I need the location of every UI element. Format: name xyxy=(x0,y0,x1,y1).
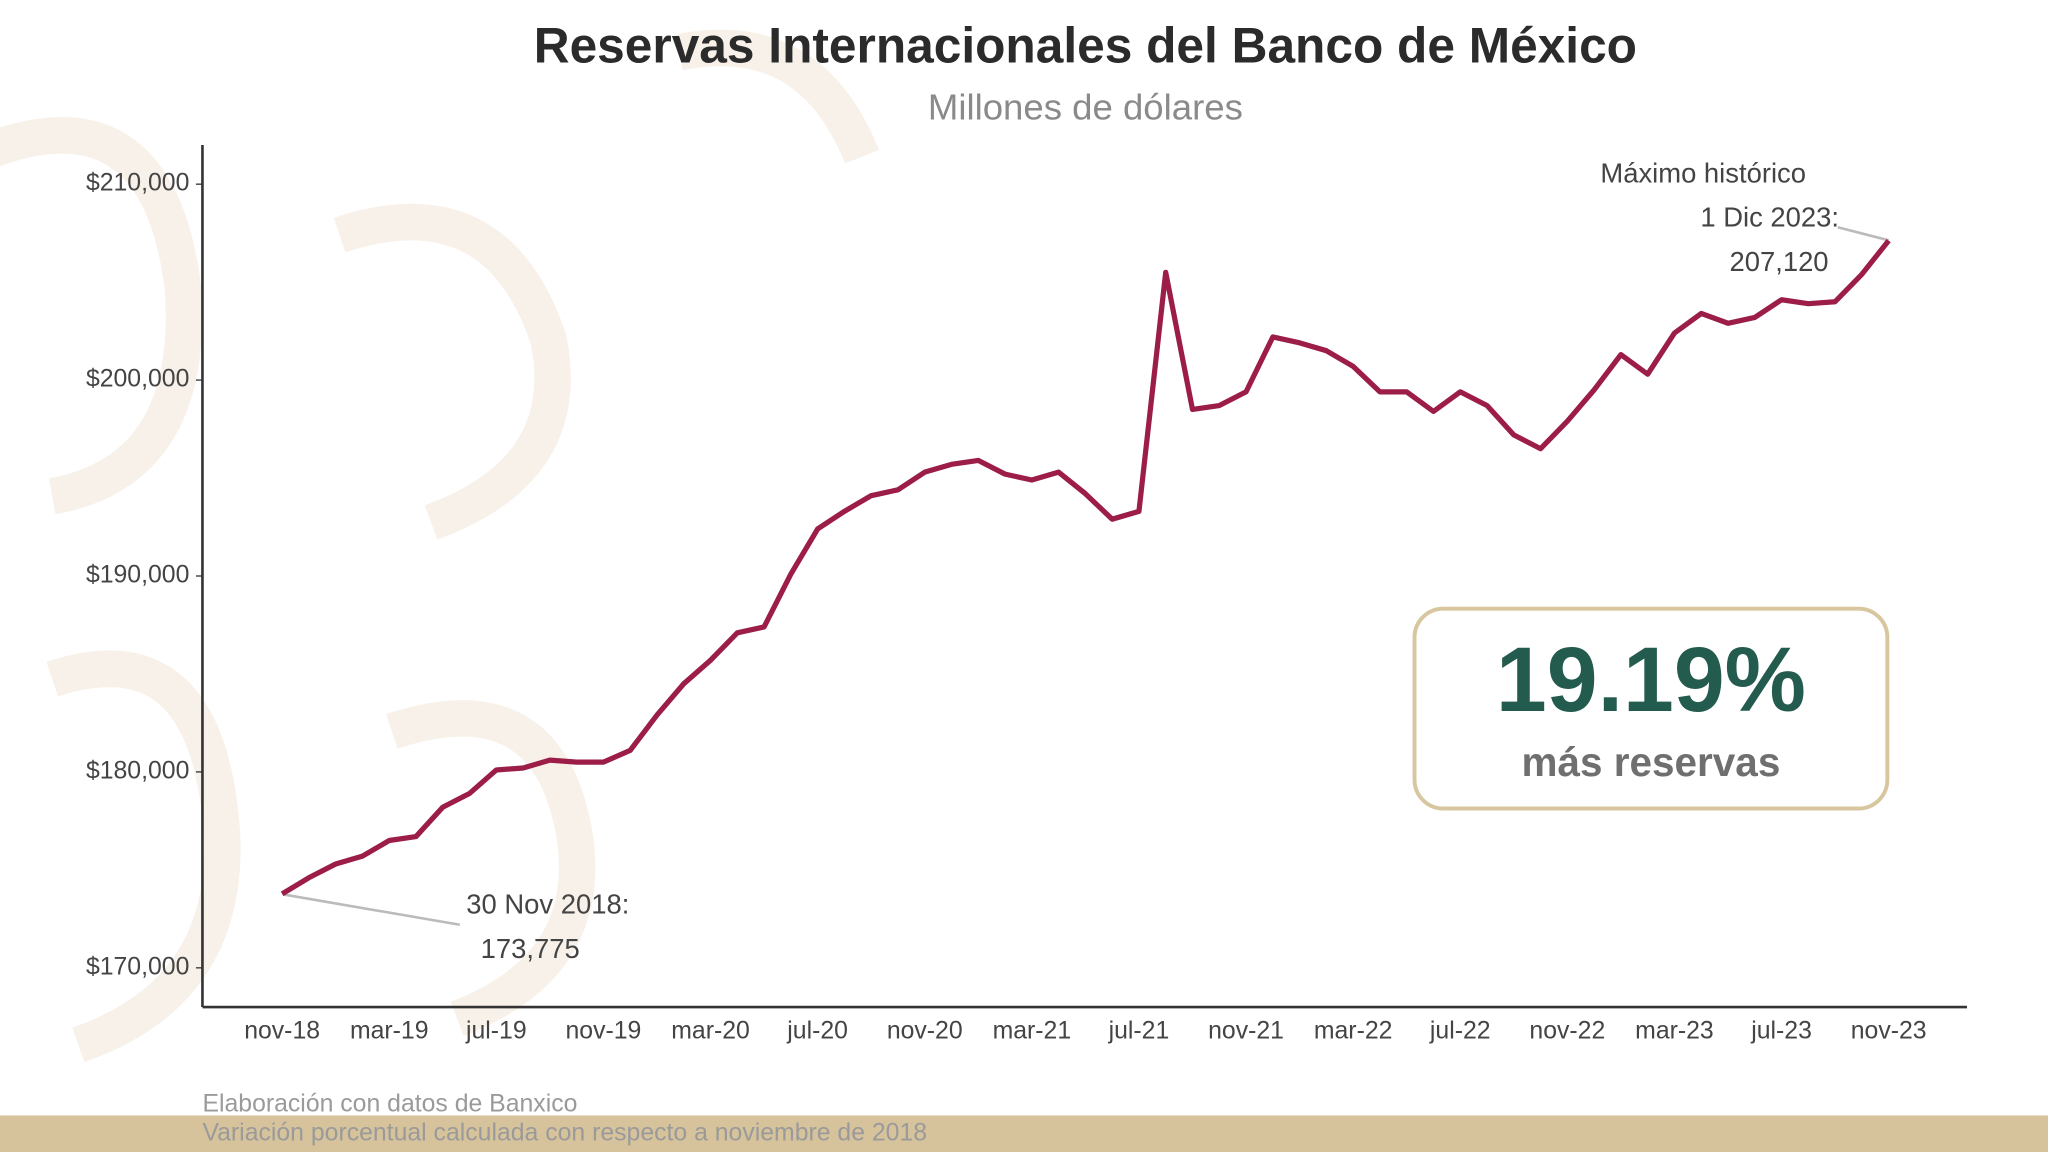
x-tick-label: jul-21 xyxy=(1108,1017,1170,1044)
y-tick-label: $170,000 xyxy=(86,953,189,980)
footer-band xyxy=(0,1115,2048,1152)
x-tick-label: nov-18 xyxy=(244,1017,320,1044)
x-tick-label: nov-23 xyxy=(1851,1017,1927,1044)
annotation: 1 Dic 2023: xyxy=(1700,202,1839,233)
x-tick-label: nov-19 xyxy=(566,1017,642,1044)
y-tick-label: $190,000 xyxy=(86,562,189,589)
x-tick-label: jul-19 xyxy=(465,1017,527,1044)
data-line xyxy=(280,238,1891,897)
x-tick-label: nov-22 xyxy=(1529,1017,1605,1044)
annotation: Máximo histórico xyxy=(1600,157,1806,188)
callout-caption: más reservas xyxy=(1522,739,1781,785)
y-tick-label: $210,000 xyxy=(86,170,189,197)
annotation: 30 Nov 2018: xyxy=(466,889,629,920)
callout-value: 19.19% xyxy=(1496,629,1806,731)
x-tick-label: nov-20 xyxy=(887,1017,963,1044)
background-pattern xyxy=(0,29,880,1063)
chart-subtitle: Millones de dólares xyxy=(928,86,1243,127)
x-tick-label: nov-21 xyxy=(1208,1017,1284,1044)
x-tick-label: mar-22 xyxy=(1314,1017,1393,1044)
footnote: Variación porcentual calculada con respe… xyxy=(202,1119,927,1146)
x-tick-label: jul-23 xyxy=(1750,1017,1812,1044)
y-tick-label: $180,000 xyxy=(86,757,189,784)
footnote: Elaboración con datos de Banxico xyxy=(202,1091,577,1118)
x-tick-label: mar-20 xyxy=(671,1017,750,1044)
annotation: 207,120 xyxy=(1729,246,1828,277)
x-tick-label: mar-21 xyxy=(993,1017,1072,1044)
x-tick-label: mar-19 xyxy=(350,1017,429,1044)
x-tick-label: mar-23 xyxy=(1635,1017,1714,1044)
leader-line xyxy=(1837,226,1889,242)
annotation: 173,775 xyxy=(481,933,580,964)
callout-box xyxy=(1412,606,1890,811)
x-tick-label: jul-20 xyxy=(786,1017,848,1044)
x-tick-label: jul-22 xyxy=(1429,1017,1491,1044)
y-tick-label: $200,000 xyxy=(86,366,189,393)
chart-title: Reservas Internacionales del Banco de Mé… xyxy=(534,18,1637,74)
leader-line xyxy=(284,893,460,927)
